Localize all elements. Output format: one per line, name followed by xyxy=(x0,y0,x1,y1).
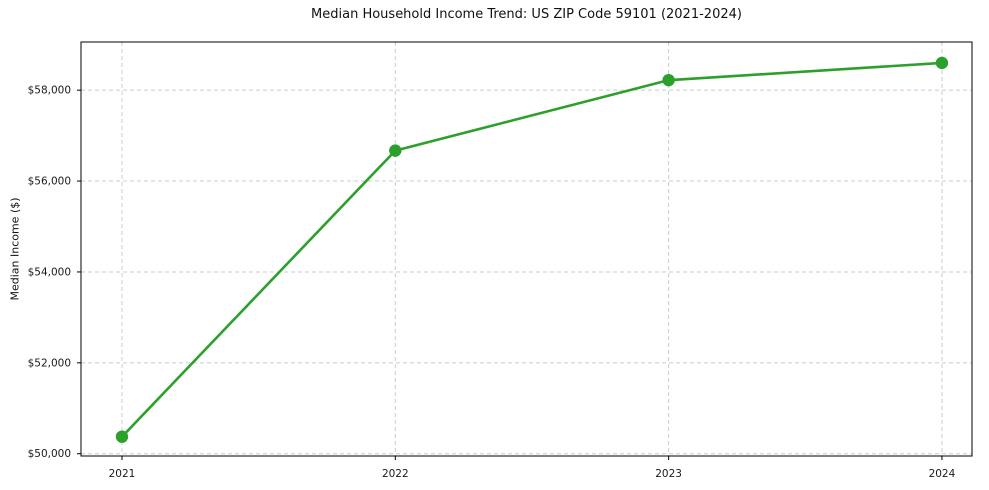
axis-tick-labels: $50,000 $52,000 $54,000 $56,000 $58,000 2021 2… xyxy=(28,85,956,480)
data-point-2021 xyxy=(115,430,129,443)
trend-line xyxy=(120,61,944,438)
plot-spines xyxy=(80,41,973,457)
data-point-2024 xyxy=(935,56,949,70)
x-tick-label: 2023 xyxy=(655,468,682,480)
x-tick-label: 2022 xyxy=(382,468,409,480)
y-tick-label: $58,000 xyxy=(28,85,71,97)
data-point-2023 xyxy=(662,73,675,87)
y-tick-label: $52,000 xyxy=(28,357,71,369)
axis-ticks xyxy=(77,89,943,460)
data-point-2022 xyxy=(389,144,402,157)
x-tick-label: 2024 xyxy=(929,468,956,480)
plot-grid xyxy=(81,42,972,456)
y-tick-label: $50,000 xyxy=(28,448,71,460)
y-tick-label: $56,000 xyxy=(28,176,71,188)
x-tick-label: 2021 xyxy=(109,468,136,480)
chart-title: Median Household Income Trend: US ZIP Co… xyxy=(311,7,742,22)
y-tick-label: $54,000 xyxy=(28,266,71,278)
